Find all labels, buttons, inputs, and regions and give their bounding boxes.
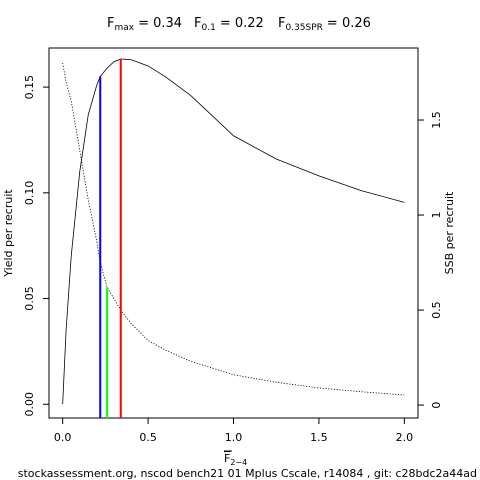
x-tick-label: 1.5 [310, 431, 328, 444]
x-tick-label: 1.0 [225, 431, 243, 444]
x-tick-label: 0.0 [54, 431, 72, 444]
y2-tick-label: 0 [430, 402, 443, 409]
title-item: F0.35SPR = 0.26 [278, 16, 371, 33]
title-subscript: 0.1 [201, 23, 215, 33]
title-symbol: F [194, 16, 201, 31]
y-tick-label: 0.10 [23, 181, 36, 206]
y-tick-label: 0.15 [23, 75, 36, 100]
y2-tick-label: 0.5 [430, 301, 443, 319]
y2-axis-label: SSB per recruit [443, 191, 456, 274]
y-tick-label: 0.05 [23, 286, 36, 311]
title-item: F0.1 = 0.22 [194, 16, 264, 33]
x-axis-label-symbol: F [224, 452, 230, 465]
title-symbol: F [107, 16, 114, 31]
title-value: = 0.22 [220, 16, 264, 31]
x-axis-label-subscript: 2−4 [230, 458, 247, 467]
title-subscript: max [114, 23, 134, 33]
series-line [62, 58, 405, 405]
title-item: Fmax = 0.34 [107, 16, 182, 33]
x-axis-label: F2−4 [224, 452, 247, 467]
title-symbol: F [278, 16, 285, 31]
y2-tick-label: 1.5 [430, 111, 443, 128]
x-tick-label: 2.0 [396, 431, 414, 444]
y2-tick-label: 1 [430, 212, 443, 219]
title-subscript: 0.35SPR [285, 23, 322, 33]
y-axis-label: Yield per recruit [2, 189, 15, 278]
y-tick-label: 0.00 [23, 392, 36, 417]
x-tick-label: 0.5 [139, 431, 157, 444]
footer: stockassessment.org, nscod bench21 01 Mp… [18, 467, 477, 480]
title-value: = 0.34 [138, 16, 182, 31]
title-value: = 0.26 [327, 16, 371, 31]
